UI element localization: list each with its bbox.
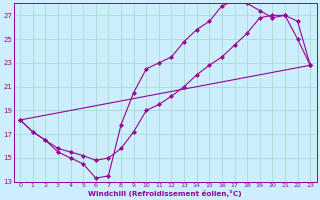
X-axis label: Windchill (Refroidissement éolien,°C): Windchill (Refroidissement éolien,°C) xyxy=(88,190,242,197)
